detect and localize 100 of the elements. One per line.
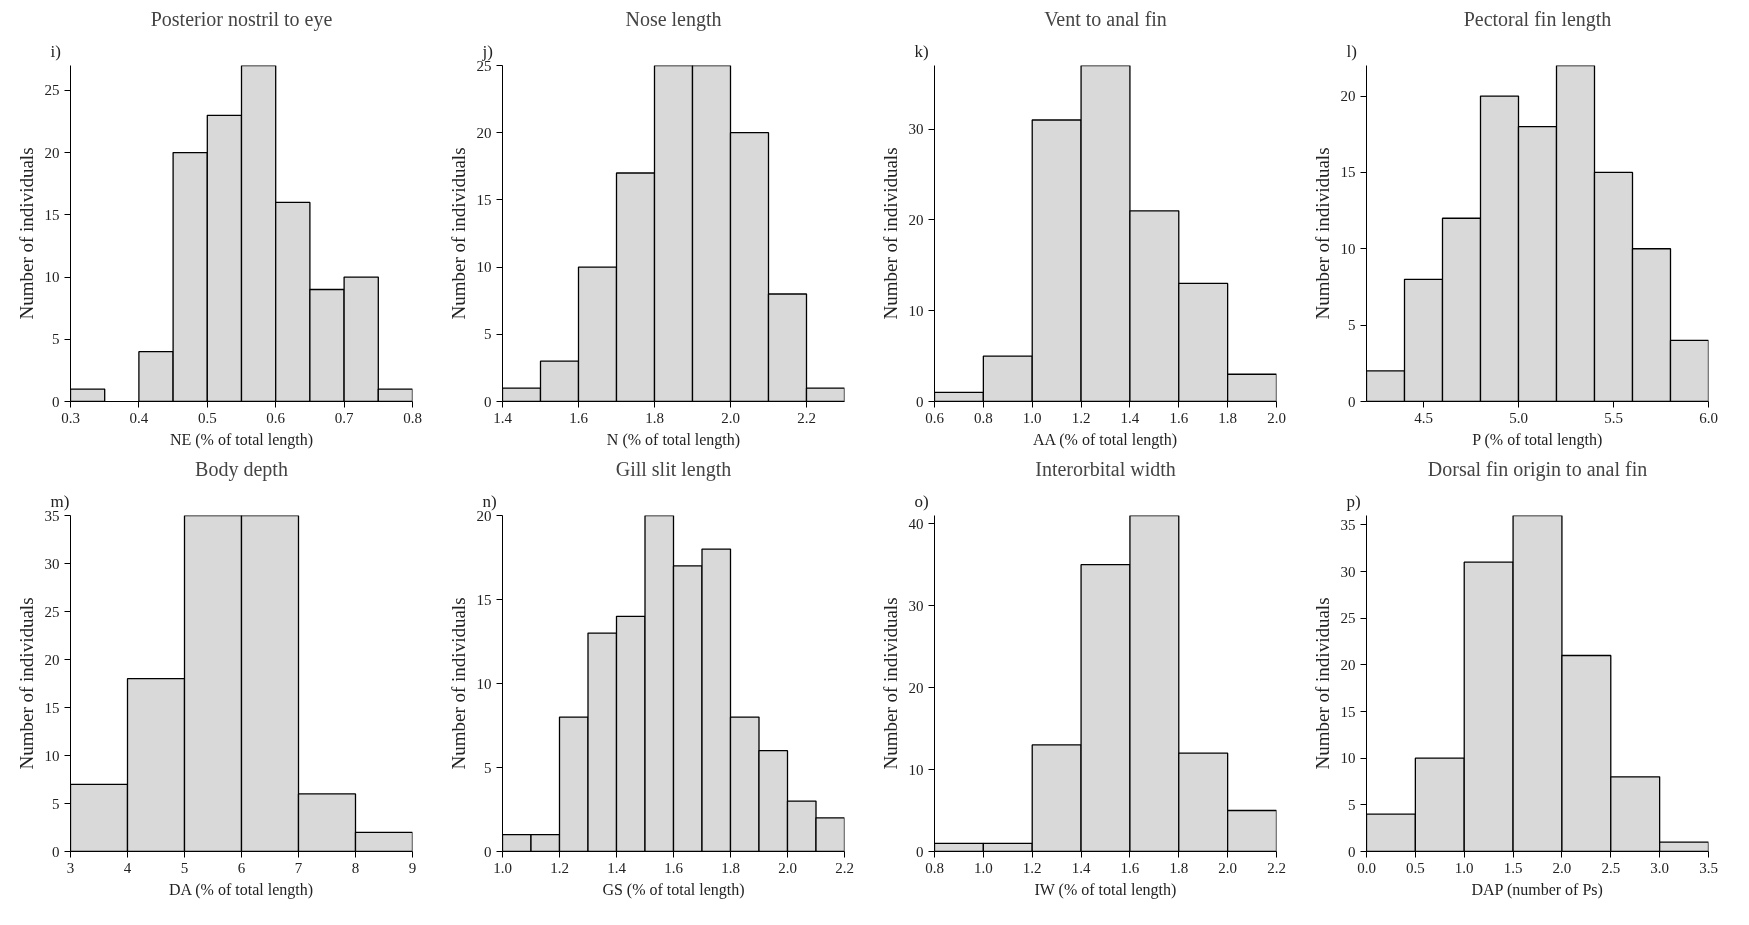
x-tick-label: 0.7 <box>334 409 354 426</box>
x-tick-label: 0.0 <box>1357 859 1376 876</box>
x-tick-label: 5.0 <box>1509 409 1528 426</box>
y-tick-label: 10 <box>476 259 492 276</box>
y-tick-label: 25 <box>44 82 60 99</box>
x-tick-label: 2.2 <box>797 409 816 426</box>
y-tick-label: 20 <box>44 651 60 668</box>
x-tick-label: 0.5 <box>197 409 217 426</box>
x-tick-label: 2.2 <box>1267 859 1286 876</box>
x-tick-label: 5 <box>180 859 189 876</box>
y-tick-label: 35 <box>1340 516 1356 533</box>
y-tick-label: 5 <box>52 795 60 812</box>
y-tick-label: 30 <box>908 121 924 138</box>
text: i) <box>50 41 61 61</box>
y-tick-label: 10 <box>1340 240 1356 257</box>
y-axis-title: Number of individuals <box>15 147 37 320</box>
y-axis-title: Number of individuals <box>1311 597 1333 770</box>
x-tick-label: 1.8 <box>645 409 664 426</box>
y-tick-label: 20 <box>908 211 924 228</box>
y-axis-title: Number of individuals <box>879 147 901 320</box>
y-tick-label: 10 <box>476 675 492 692</box>
y-tick-label: 5 <box>1348 317 1356 334</box>
x-axis-title: P (% of total length) <box>1472 430 1603 449</box>
y-axis-title: Number of individuals <box>447 147 469 320</box>
text: l) <box>1346 41 1357 61</box>
y-axis-title: Number of individuals <box>879 597 901 770</box>
x-tick-label: 2.0 <box>1267 409 1286 426</box>
y-tick-label: 15 <box>476 191 492 208</box>
x-tick-label: 3.5 <box>1699 859 1718 876</box>
x-tick-label: 1.0 <box>493 859 512 876</box>
x-tick-label: 1.6 <box>1169 409 1189 426</box>
chart-title: Interorbital width <box>1035 457 1176 480</box>
y-tick-label: 30 <box>908 597 924 614</box>
x-tick-label: 0.4 <box>129 409 149 426</box>
text: p) <box>1346 491 1361 511</box>
y-tick-label: 15 <box>44 206 60 223</box>
y-tick-label: 10 <box>908 761 924 778</box>
y-tick-label: 0 <box>1348 843 1356 860</box>
x-tick-label: 1.6 <box>664 859 684 876</box>
x-tick-label: 6.0 <box>1699 409 1718 426</box>
y-tick-label: 20 <box>476 124 492 141</box>
x-tick-label: 9 <box>408 859 417 876</box>
x-tick-label: 0.3 <box>61 409 80 426</box>
x-tick-label: 1.4 <box>493 409 513 426</box>
y-tick-label: 30 <box>1340 563 1356 580</box>
x-tick-label: 5.5 <box>1604 409 1623 426</box>
x-tick-label: 1.5 <box>1503 859 1523 876</box>
y-tick-label: 0 <box>916 393 924 410</box>
x-tick-label: 2.0 <box>721 409 740 426</box>
x-tick-label: 2.5 <box>1601 859 1621 876</box>
x-tick-label: 2.0 <box>1218 859 1238 876</box>
y-tick-label: 25 <box>44 603 60 620</box>
y-tick-label: 0 <box>484 393 492 410</box>
y-tick-label: 5 <box>484 326 492 343</box>
x-tick-label: 4 <box>123 859 132 876</box>
y-tick-label: 30 <box>44 555 60 572</box>
y-tick-label: 20 <box>44 144 60 161</box>
x-tick-label: 3 <box>66 859 75 876</box>
x-tick-label: 0.6 <box>266 409 286 426</box>
x-tick-label: 1.4 <box>1071 859 1091 876</box>
y-tick-label: 25 <box>1340 610 1356 627</box>
y-tick-label: 10 <box>908 302 924 319</box>
x-tick-label: 1.4 <box>607 859 627 876</box>
x-tick-label: 1.0 <box>973 859 993 876</box>
y-axis-title: Number of individuals <box>1311 147 1333 320</box>
y-tick-label: 15 <box>44 699 60 716</box>
y-tick-label: 0 <box>916 843 924 860</box>
text: k) <box>914 41 929 61</box>
x-axis-title: IW (% of total length) <box>1034 880 1177 899</box>
x-tick-label: 1.2 <box>1071 409 1091 426</box>
y-tick-label: 15 <box>1340 164 1356 181</box>
x-tick-label: 0.8 <box>925 859 944 876</box>
y-tick-label: 10 <box>44 269 60 286</box>
x-tick-label: 0.8 <box>403 409 422 426</box>
x-axis-title: DAP (number of Ps) <box>1471 880 1603 899</box>
x-tick-label: 1.0 <box>1454 859 1474 876</box>
x-axis-title: AA (% of total length) <box>1033 430 1178 449</box>
y-tick-label: 5 <box>484 759 492 776</box>
y-tick-label: 0 <box>52 843 60 860</box>
chart-title: Vent to anal fin <box>1044 7 1167 30</box>
y-tick-label: 5 <box>52 331 60 348</box>
chart-title: Body depth <box>195 457 288 481</box>
x-tick-label: 4.5 <box>1414 409 1433 426</box>
y-tick-label: 15 <box>476 591 492 608</box>
x-tick-label: 1.2 <box>550 859 569 876</box>
x-tick-label: 1.0 <box>1022 409 1042 426</box>
y-tick-label: 0 <box>484 843 492 860</box>
x-tick-label: 1.2 <box>1022 859 1042 876</box>
y-tick-label: 20 <box>1340 88 1356 105</box>
y-tick-label: 20 <box>1340 656 1356 673</box>
y-tick-label: 10 <box>1340 750 1356 767</box>
x-tick-label: 1.8 <box>721 859 740 876</box>
x-tick-label: 1.8 <box>1169 859 1189 876</box>
x-tick-label: 0.5 <box>1405 859 1425 876</box>
x-tick-label: 0.8 <box>973 409 993 426</box>
y-tick-label: 5 <box>1348 796 1356 813</box>
y-tick-label: 20 <box>908 679 924 696</box>
chart-title: Gill slit length <box>615 457 732 481</box>
chart-title: Pectoral fin length <box>1463 7 1612 31</box>
x-tick-label: 1.6 <box>1120 859 1140 876</box>
